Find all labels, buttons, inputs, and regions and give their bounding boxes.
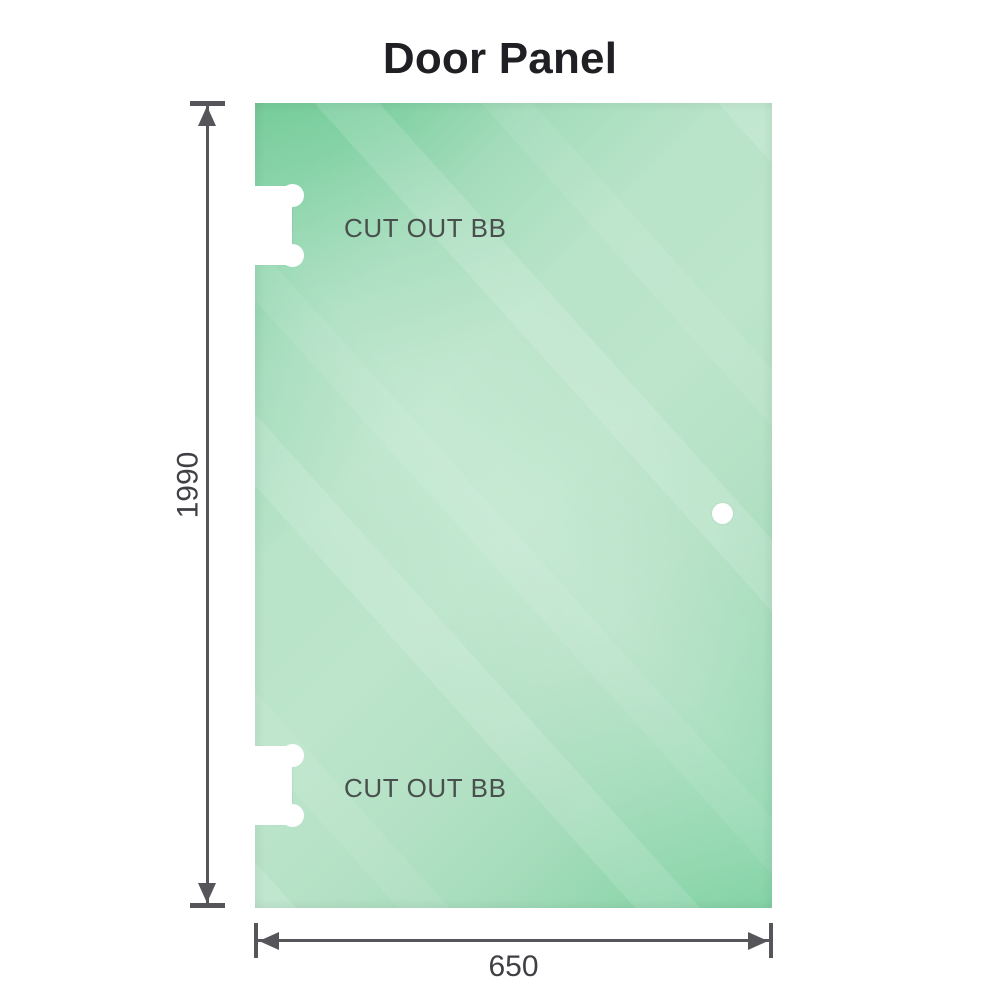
- cutout-corner-bump-icon: [281, 744, 304, 767]
- width-dimension-tick-left: [254, 923, 258, 958]
- cutout-label-bottom: CUT OUT BB: [344, 773, 507, 803]
- width-dimension-label: 650: [488, 950, 539, 983]
- arrow-right-icon: [748, 932, 768, 950]
- hinge-cutout-bottom: [255, 744, 304, 827]
- glass-edge-shading: [255, 103, 772, 908]
- height-dimension-label: 1990: [171, 451, 205, 519]
- height-dimension-tick-bottom: [190, 903, 225, 908]
- page-title: Door Panel: [382, 34, 618, 83]
- cutout-label-top: CUT OUT BB: [344, 213, 507, 243]
- arrow-down-icon: [198, 883, 216, 903]
- width-dimension-tick-right: [769, 923, 773, 958]
- glass-reflection-streaks: [255, 103, 772, 908]
- hinge-cutout-top: [255, 184, 304, 267]
- height-dimension-line: [206, 103, 209, 906]
- arrow-up-icon: [198, 106, 216, 126]
- glass-sheen-highlight: [255, 103, 772, 908]
- width-dimension-line: [256, 939, 771, 942]
- door-panel-glass: CUT OUT BB CUT OUT BB: [255, 103, 772, 908]
- arrow-left-icon: [259, 932, 279, 950]
- handle-hole: [712, 503, 733, 524]
- height-dimension-tick-top: [190, 101, 225, 106]
- cutout-corner-bump-icon: [281, 244, 304, 267]
- cutout-corner-bump-icon: [281, 184, 304, 207]
- cutout-corner-bump-icon: [281, 804, 304, 827]
